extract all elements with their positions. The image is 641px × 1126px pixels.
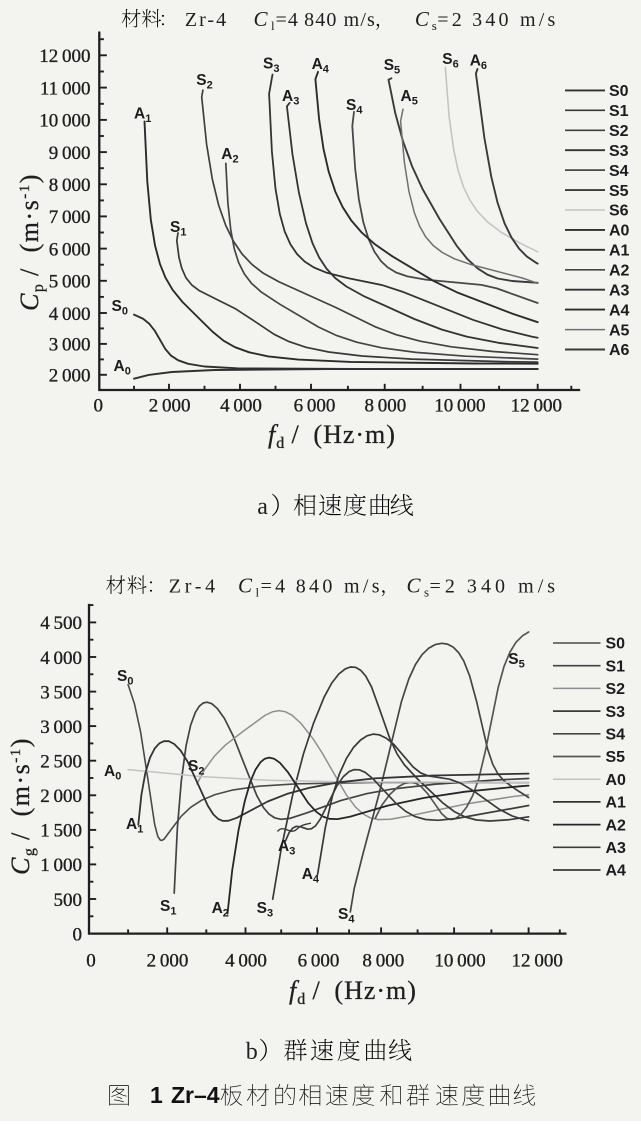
svg-text:S5: S5 [606,749,626,766]
svg-text:s: s [432,18,437,33]
svg-text:3 000: 3 000 [40,717,82,738]
svg-text:l: l [271,18,275,33]
svg-text:0: 0 [94,396,104,417]
svg-text:S2: S2 [606,681,626,698]
svg-text:S1: S1 [606,658,626,675]
svg-text:A0: A0 [609,223,630,240]
svg-text:C: C [254,7,269,31]
svg-text:6 000: 6 000 [298,951,340,972]
svg-text:A6: A6 [609,342,630,359]
svg-text:3 000: 3 000 [49,335,91,356]
svg-text:A2: A2 [609,263,630,280]
svg-text:S5: S5 [609,183,629,200]
svg-text:8 000: 8 000 [364,396,406,417]
svg-text:10 000: 10 000 [434,951,485,972]
svg-text:4 000: 4 000 [225,951,267,972]
svg-text:2 500: 2 500 [40,752,82,773]
svg-text:1 500: 1 500 [40,821,82,842]
svg-text:1 000: 1 000 [40,855,82,876]
svg-text:9 000: 9 000 [49,143,91,164]
svg-text:S3: S3 [609,143,629,160]
svg-text:A1: A1 [609,243,630,260]
svg-text:A4: A4 [606,863,627,880]
svg-text:A5: A5 [609,322,630,339]
svg-text:6 000: 6 000 [294,396,336,417]
svg-text:2 000: 2 000 [147,951,189,972]
svg-text:S0: S0 [609,83,629,100]
svg-text:S0: S0 [606,636,626,653]
svg-text:S1: S1 [609,103,629,120]
svg-text:8 000: 8 000 [49,175,91,196]
svg-text:b: b [246,1039,258,1065]
svg-text:s: s [424,585,429,600]
svg-text:2 000: 2 000 [40,786,82,807]
svg-text:C: C [238,574,253,598]
svg-text:8 000: 8 000 [362,951,404,972]
svg-text:S4: S4 [606,727,626,744]
svg-text:10 000: 10 000 [39,111,90,132]
svg-text:A4: A4 [609,302,630,319]
svg-text:A0: A0 [606,772,627,789]
svg-text:A3: A3 [606,840,627,857]
svg-text:0: 0 [86,951,96,972]
svg-text:C: C [415,7,430,31]
svg-text:4 000: 4 000 [49,304,91,325]
svg-text:fd / (Hz·m): fd / (Hz·m) [289,976,417,1008]
svg-text:a: a [257,494,268,520]
svg-text:11 000: 11 000 [40,78,91,99]
svg-text:500: 500 [54,890,83,911]
svg-text:l: l [256,585,260,600]
svg-text:4 000: 4 000 [40,648,82,669]
svg-text:Cg / (m·s-1): Cg / (m·s-1) [6,737,38,875]
svg-text:A3: A3 [609,282,630,299]
svg-text:=4 840 m/s: =4 840 m/s [276,9,376,31]
svg-text:5 000: 5 000 [49,272,91,293]
svg-text:10 000: 10 000 [434,396,485,417]
svg-text:C: C [407,574,422,598]
svg-text:4 500: 4 500 [40,613,82,634]
svg-text:Cp / (m·s-1): Cp / (m·s-1) [15,173,47,311]
svg-text:A1: A1 [606,795,627,812]
svg-text:12 000: 12 000 [512,951,563,972]
svg-text:Zr–4: Zr–4 [171,1082,220,1108]
svg-text:4 000: 4 000 [220,396,262,417]
svg-text:6 000: 6 000 [49,239,91,260]
svg-text:7 000: 7 000 [49,207,91,228]
svg-text:2 000: 2 000 [149,396,191,417]
svg-text:12 000: 12 000 [511,396,562,417]
svg-text:0: 0 [73,924,83,945]
svg-text:12 000: 12 000 [39,46,90,67]
svg-text:3 500: 3 500 [40,682,82,703]
svg-text:S6: S6 [609,203,629,220]
svg-text:S3: S3 [606,704,626,721]
svg-text:2 000: 2 000 [49,366,91,387]
svg-text:S4: S4 [609,163,629,180]
svg-text:1: 1 [150,1082,163,1108]
svg-text:S2: S2 [609,123,629,140]
svg-text:fd / (Hz·m): fd / (Hz·m) [268,420,396,452]
svg-text:A2: A2 [606,817,627,834]
